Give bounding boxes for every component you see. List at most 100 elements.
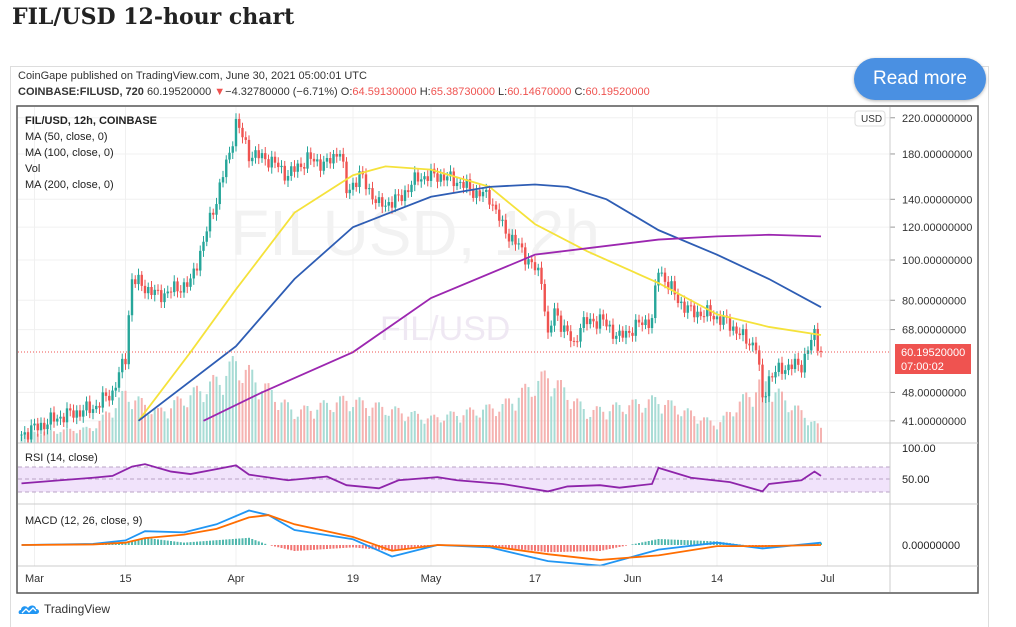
legend-ma50[interactable]: MA (50, close, 0) — [25, 131, 108, 143]
legend-vol[interactable]: Vol — [25, 163, 40, 175]
candle — [492, 205, 494, 206]
candle — [225, 160, 227, 178]
macd-histogram-bar — [154, 539, 156, 545]
macd-histogram-bar — [157, 539, 159, 545]
candle — [193, 269, 195, 279]
volume-bar — [82, 427, 84, 443]
candle — [661, 273, 663, 274]
volume-bar — [570, 409, 572, 443]
volume-bar — [50, 430, 52, 443]
rsi-label[interactable]: RSI (14, close) — [25, 452, 98, 464]
candle — [232, 146, 234, 152]
candle — [69, 408, 71, 410]
volume-bar — [424, 424, 426, 443]
volume-bar — [190, 395, 192, 443]
macd-histogram-bar — [508, 545, 510, 548]
volume-bar — [151, 414, 153, 443]
volume-bar — [40, 434, 42, 443]
volume-bar — [459, 423, 461, 443]
volume-bar — [378, 402, 380, 443]
volume-bar — [167, 418, 169, 443]
volume-bar — [801, 410, 803, 443]
volume-bar — [209, 381, 211, 443]
candle — [118, 372, 120, 388]
volume-bar — [329, 410, 331, 443]
volume-bar — [654, 397, 656, 443]
volume-bar — [177, 396, 179, 443]
candle — [527, 259, 529, 264]
x-tick-label: May — [421, 573, 442, 585]
volume-bar — [716, 429, 718, 443]
candle — [459, 182, 461, 183]
legend-ma100[interactable]: MA (100, close, 0) — [25, 147, 114, 159]
candle — [251, 158, 253, 161]
rsi-tick-100: 100.00 — [902, 443, 936, 455]
volume-bar — [580, 401, 582, 443]
volume-bar — [300, 409, 302, 443]
volume-bar — [333, 412, 335, 443]
candle — [404, 190, 406, 201]
macd-histogram-bar — [684, 540, 686, 545]
macd-histogram-bar — [196, 542, 198, 545]
volume-bar — [739, 402, 741, 443]
candle — [316, 159, 318, 161]
candle — [329, 158, 331, 163]
macd-histogram-bar — [606, 545, 608, 550]
macd-histogram-bar — [232, 539, 234, 545]
macd-histogram-bar — [615, 545, 617, 548]
macd-histogram-bar — [238, 539, 240, 545]
legend-ma200[interactable]: MA (200, close, 0) — [25, 179, 114, 191]
candle — [410, 185, 412, 192]
volume-bar — [602, 412, 604, 443]
volume-bar — [573, 401, 575, 443]
macd-histogram-bar — [544, 545, 546, 552]
macd-histogram-bar — [294, 545, 296, 551]
candle — [378, 197, 380, 203]
candle — [612, 325, 614, 339]
read-more-button[interactable]: Read more — [854, 58, 986, 100]
macd-histogram-bar — [573, 545, 575, 552]
candle — [683, 302, 685, 313]
candle — [371, 188, 373, 199]
volume-bar — [95, 428, 97, 443]
macd-histogram-bar — [680, 540, 682, 545]
candle — [583, 317, 585, 328]
tradingview-logo[interactable]: TradingView — [18, 602, 110, 616]
candle — [761, 365, 763, 398]
candle — [800, 365, 802, 373]
macd-histogram-bar — [264, 544, 266, 545]
volume-bar — [680, 416, 682, 443]
candle — [98, 406, 100, 408]
candle — [381, 197, 383, 207]
volume-bar — [726, 412, 728, 443]
volume-bar — [414, 411, 416, 443]
macd-label[interactable]: MACD (12, 26, close, 9) — [25, 515, 142, 527]
volume-bar — [661, 414, 663, 443]
volume-bar — [641, 413, 643, 443]
y-tick-label: 41.00000000 — [902, 416, 966, 428]
macd-histogram-bar — [186, 542, 188, 545]
volume-bar — [664, 405, 666, 443]
macd-histogram-bar — [212, 540, 214, 545]
volume-bar — [102, 415, 104, 443]
volume-bar — [700, 421, 702, 443]
volume-bar — [229, 362, 231, 443]
volume-bar — [658, 404, 660, 443]
volume-bar — [420, 420, 422, 443]
volume-bar — [245, 370, 247, 443]
macd-histogram-bar — [251, 539, 253, 545]
volume-bar — [255, 382, 257, 443]
candle — [92, 409, 94, 413]
currency-label: USD — [861, 114, 882, 125]
macd-histogram-bar — [690, 540, 692, 545]
candle — [176, 281, 178, 291]
candle — [254, 150, 256, 158]
volume-bar — [674, 406, 676, 443]
candle — [599, 314, 601, 328]
volume-bar — [687, 408, 689, 443]
candle — [596, 321, 598, 328]
volume-bar — [391, 409, 393, 443]
macd-histogram-bar — [245, 538, 247, 545]
macd-histogram-bar — [524, 545, 526, 550]
volume-bar — [313, 419, 315, 443]
